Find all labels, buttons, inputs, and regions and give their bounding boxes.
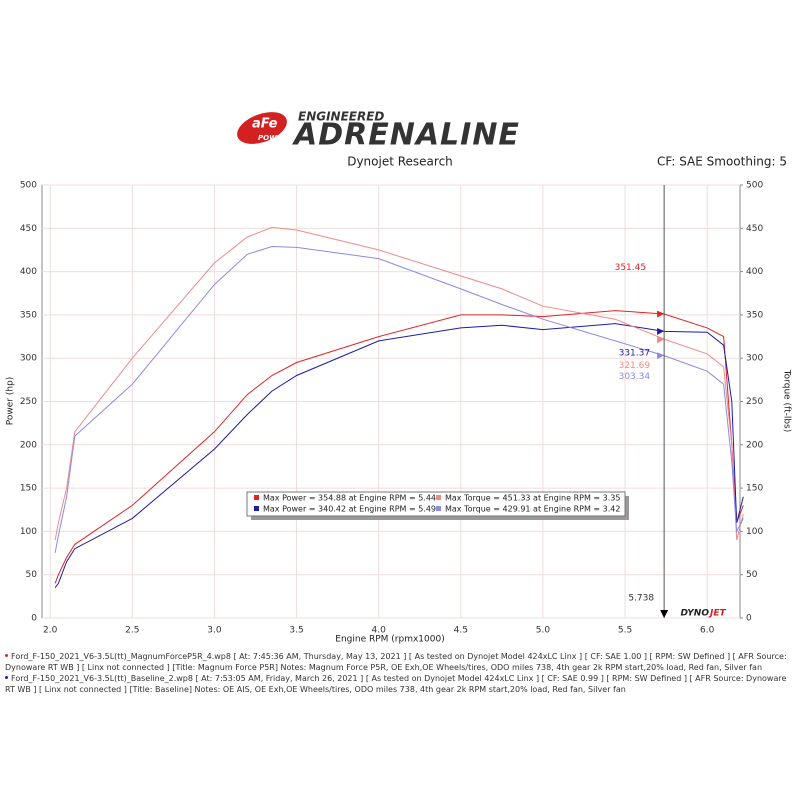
y2-tick-label: 250 bbox=[746, 397, 763, 407]
y2-tick-label: 450 bbox=[746, 224, 763, 234]
y2-tick-label: 200 bbox=[746, 440, 763, 450]
legend-swatch bbox=[254, 506, 259, 511]
x-tick-label: 6.0 bbox=[700, 626, 715, 636]
y-tick-label: 0 bbox=[31, 614, 37, 624]
footer-run: Ford_F-150_2021_V6-3.5L(tt)_MagnumForceP… bbox=[5, 652, 797, 673]
legend-swatch bbox=[436, 495, 441, 500]
legend-label: Max Torque = 451.33 at Engine RPM = 3.35 bbox=[445, 494, 620, 503]
y-axis-label: Power (hp) bbox=[6, 377, 16, 426]
legend-swatch bbox=[254, 495, 259, 500]
y-tick-label: 200 bbox=[20, 440, 37, 450]
cursor-value: 303.34 bbox=[619, 372, 651, 382]
cursor-label: 5.738 bbox=[628, 594, 654, 604]
logo-adrenaline: ADRENALINE bbox=[292, 118, 520, 153]
y-tick-label: 450 bbox=[20, 224, 37, 234]
cursor-marker bbox=[657, 336, 665, 344]
grid bbox=[42, 184, 740, 619]
y2-tick-label: 50 bbox=[746, 570, 758, 580]
y2-tick-label: 350 bbox=[746, 310, 763, 320]
footer-text: Ford_F-150_2021_V6-3.5L(tt)_MagnumForceP… bbox=[5, 652, 787, 672]
y-tick-label: 500 bbox=[20, 181, 37, 191]
series-line bbox=[54, 323, 744, 589]
y-tick-label: 300 bbox=[20, 354, 37, 364]
legend: Max Power = 354.88 at Engine RPM = 5.44 M… bbox=[246, 491, 629, 520]
y-tick-label: 50 bbox=[26, 570, 38, 580]
series-line bbox=[54, 310, 744, 584]
x-tick-label: 5.0 bbox=[536, 626, 551, 636]
y2-tick-label: 500 bbox=[746, 181, 763, 191]
logo-afe: aFe bbox=[252, 117, 278, 132]
legend-label: Max Power = 354.88 at Engine RPM = 5.44 bbox=[263, 494, 436, 503]
y-tick-label: 250 bbox=[20, 397, 37, 407]
y-tick-label: 400 bbox=[20, 267, 37, 277]
logo: aFe POWER ENGINEERED ADRENALINE bbox=[237, 110, 520, 153]
y-tick-label: 350 bbox=[20, 310, 37, 320]
header-right: CF: SAE Smoothing: 5 bbox=[657, 155, 787, 169]
y-tick-label: 150 bbox=[20, 484, 37, 494]
x-tick-label: 3.0 bbox=[207, 626, 222, 636]
brand-jet: JET bbox=[708, 609, 726, 619]
chart: aFe POWER ENGINEERED ADRENALINE Dynojet … bbox=[6, 110, 792, 645]
cursor-marker bbox=[657, 352, 665, 360]
logo-power: POWER bbox=[258, 134, 287, 142]
cursor-value: 351.45 bbox=[615, 263, 647, 273]
logo-badge bbox=[237, 112, 287, 144]
y2-tick-label: 0 bbox=[746, 614, 752, 624]
y-tick-label: 100 bbox=[20, 527, 37, 537]
x-tick-label: 4.0 bbox=[372, 626, 387, 636]
x-axis-label: Engine RPM (rpmx1000) bbox=[335, 635, 444, 645]
y2-tick-label: 400 bbox=[746, 267, 763, 277]
brand-dyno: DYNO bbox=[681, 609, 710, 619]
legend-swatch bbox=[436, 506, 441, 511]
footer-marker bbox=[5, 676, 8, 679]
y2-axis-label: Torque (ft-lbs) bbox=[782, 369, 792, 433]
x-tick-label: 4.5 bbox=[454, 626, 468, 636]
cursor-marker bbox=[657, 310, 665, 318]
footer-run: Ford_F-150_2021_V6-3.5L(tt)_Baseline_2.w… bbox=[5, 674, 797, 695]
cursor-value: 331.37 bbox=[619, 349, 651, 359]
series-line bbox=[54, 245, 744, 554]
y2-tick-label: 100 bbox=[746, 527, 763, 537]
legend-label: Max Torque = 429.91 at Engine RPM = 3.42 bbox=[445, 505, 620, 514]
header-left: Dynojet Research bbox=[347, 155, 453, 169]
logo-engineered: ENGINEERED bbox=[298, 110, 384, 124]
footer-text: Ford_F-150_2021_V6-3.5L(tt)_Baseline_2.w… bbox=[5, 674, 787, 694]
x-tick-label: 2.0 bbox=[43, 626, 58, 636]
footer: Ford_F-150_2021_V6-3.5L(tt)_MagnumForceP… bbox=[5, 652, 797, 696]
y2-tick-label: 150 bbox=[746, 484, 763, 494]
legend-label: Max Power = 340.42 at Engine RPM = 5.49 bbox=[263, 505, 436, 514]
x-tick-label: 2.5 bbox=[125, 626, 139, 636]
x-tick-label: 3.5 bbox=[289, 626, 303, 636]
y2-tick-label: 300 bbox=[746, 354, 763, 364]
cursor-arrow bbox=[660, 610, 669, 618]
cursor-value: 321.69 bbox=[619, 361, 651, 371]
footer-marker bbox=[5, 654, 8, 657]
cursor-marker bbox=[657, 328, 665, 336]
x-tick-label: 5.5 bbox=[618, 626, 632, 636]
series-line bbox=[54, 226, 744, 541]
